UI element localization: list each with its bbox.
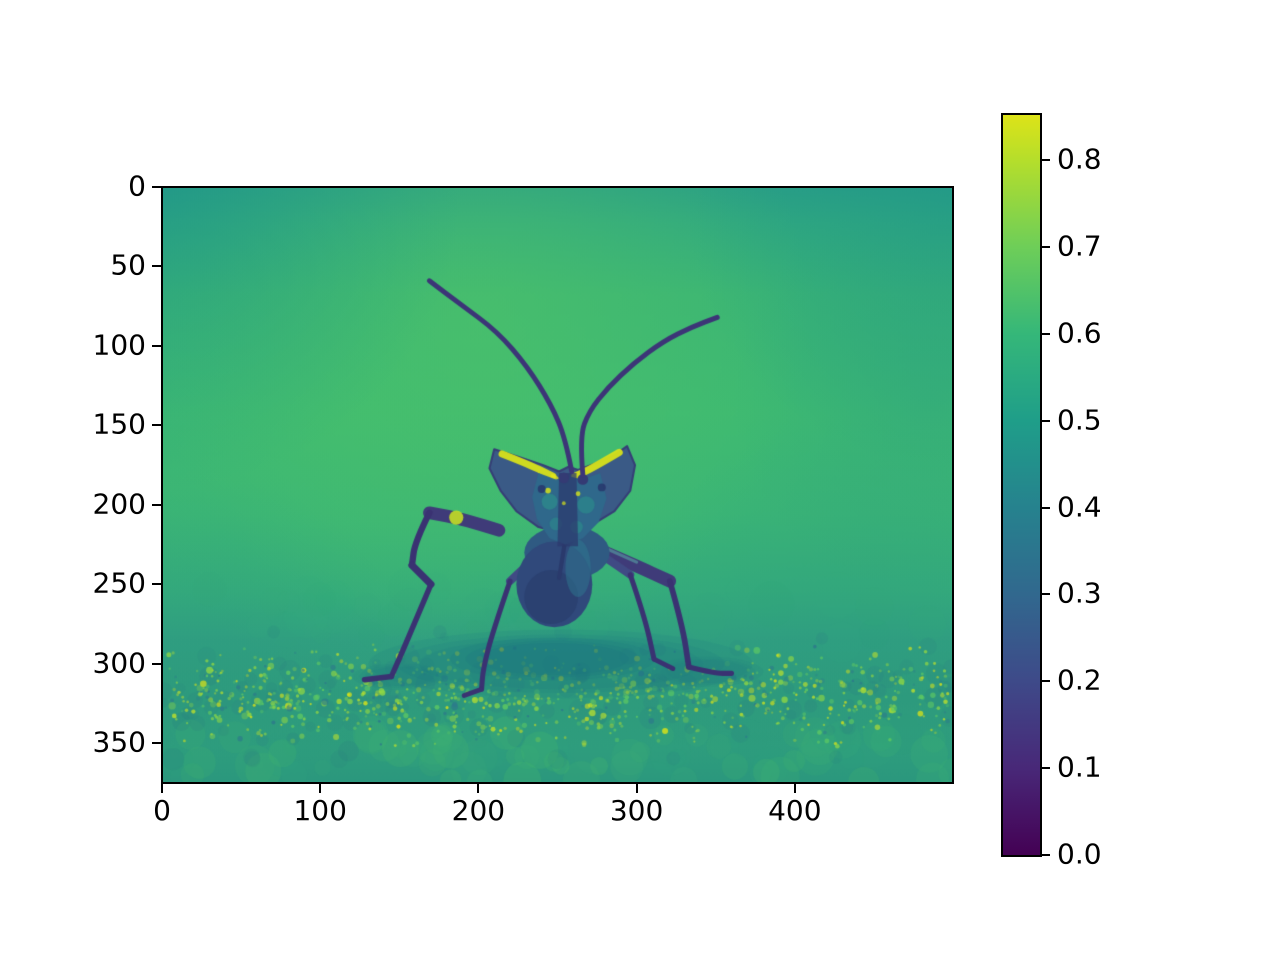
y-tick-label: 0 [128, 169, 146, 203]
x-tick-mark [793, 783, 796, 793]
colorbar-tick-label: 0.8 [1057, 142, 1102, 176]
y-tick-mark [152, 424, 162, 427]
x-tick-mark [319, 783, 322, 793]
y-tick-mark [152, 662, 162, 665]
colorbar-tick-label: 0.3 [1057, 576, 1102, 610]
y-tick-label: 300 [92, 646, 146, 680]
x-tick-label: 400 [768, 794, 822, 827]
colorbar-tick-mark [1040, 332, 1050, 335]
colorbar-tick-mark [1040, 159, 1050, 162]
x-tick-mark [161, 783, 163, 793]
y-tick-mark [152, 265, 162, 268]
y-tick-label: 50 [110, 248, 146, 282]
x-tick-label: 300 [609, 794, 664, 827]
colorbar-tick-label: 0.7 [1057, 229, 1102, 263]
colorbar-tick-mark [1040, 506, 1050, 509]
colorbar-tick-label: 0.0 [1057, 837, 1102, 871]
y-tick-mark [152, 186, 162, 188]
bug-heatmap-image [162, 187, 953, 783]
colorbar-tick-label: 0.2 [1057, 663, 1102, 697]
colorbar-tick-mark [1040, 246, 1050, 249]
y-tick-mark [152, 742, 162, 745]
y-tick-label: 200 [92, 487, 146, 521]
colorbar-gradient [1003, 115, 1040, 855]
colorbar-tick-mark [1040, 419, 1050, 422]
y-tick-mark [152, 344, 162, 347]
y-tick-mark [152, 503, 162, 506]
colorbar-tick-mark [1040, 680, 1050, 683]
x-tick-label: 0 [153, 794, 171, 827]
colorbar-tick-label: 0.4 [1057, 490, 1102, 524]
x-tick-label: 100 [293, 794, 347, 827]
x-tick-mark [477, 783, 480, 793]
colorbar-tick-label: 0.1 [1057, 750, 1102, 784]
colorbar [1001, 113, 1042, 857]
colorbar-tick-mark [1040, 854, 1050, 856]
y-tick-mark [152, 583, 162, 586]
y-tick-label: 350 [92, 725, 146, 759]
colorbar-tick-mark [1040, 767, 1050, 770]
y-tick-label: 100 [92, 328, 146, 362]
y-tick-label: 150 [92, 407, 146, 441]
colorbar-tick-label: 0.5 [1057, 403, 1102, 437]
colorbar-tick-label: 0.6 [1057, 316, 1102, 350]
y-tick-label: 250 [92, 566, 146, 600]
x-tick-label: 200 [451, 794, 506, 827]
colorbar-tick-mark [1040, 593, 1050, 596]
x-tick-mark [635, 783, 638, 793]
